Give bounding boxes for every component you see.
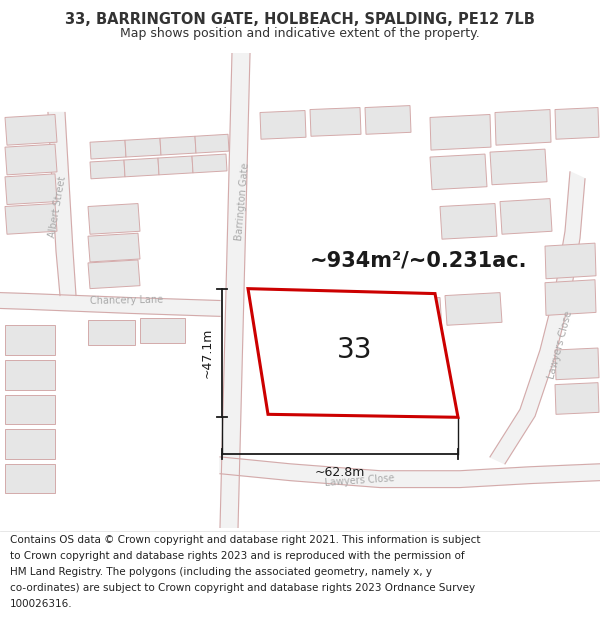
Text: 100026316.: 100026316. <box>10 599 72 609</box>
Text: Barrington Gate: Barrington Gate <box>233 162 250 241</box>
Polygon shape <box>248 289 458 418</box>
Polygon shape <box>5 360 55 389</box>
Polygon shape <box>160 136 196 155</box>
Polygon shape <box>5 464 55 494</box>
Polygon shape <box>195 134 229 153</box>
Polygon shape <box>140 318 185 343</box>
Text: Chancery Lane: Chancery Lane <box>90 295 163 306</box>
Polygon shape <box>490 172 585 464</box>
Text: ~62.8m: ~62.8m <box>315 466 365 479</box>
Polygon shape <box>5 174 57 204</box>
Polygon shape <box>5 429 55 459</box>
Polygon shape <box>365 106 411 134</box>
Polygon shape <box>545 243 596 279</box>
Polygon shape <box>5 204 57 234</box>
Text: Map shows position and indicative extent of the property.: Map shows position and indicative extent… <box>120 27 480 40</box>
Text: co-ordinates) are subject to Crown copyright and database rights 2023 Ordnance S: co-ordinates) are subject to Crown copyr… <box>10 583 475 593</box>
Polygon shape <box>555 107 599 139</box>
Polygon shape <box>430 154 487 190</box>
Text: ~47.1m: ~47.1m <box>201 328 214 378</box>
Polygon shape <box>124 158 159 177</box>
Polygon shape <box>220 457 600 488</box>
Polygon shape <box>310 378 366 409</box>
Polygon shape <box>48 112 76 296</box>
Polygon shape <box>260 111 306 139</box>
Polygon shape <box>5 394 55 424</box>
Text: Lawyers Close: Lawyers Close <box>325 473 395 488</box>
Text: 33: 33 <box>337 336 373 364</box>
Polygon shape <box>310 107 361 136</box>
Polygon shape <box>90 160 125 179</box>
Text: ~934m²/~0.231ac.: ~934m²/~0.231ac. <box>310 251 527 271</box>
Polygon shape <box>495 109 551 145</box>
Polygon shape <box>90 140 126 159</box>
Polygon shape <box>490 149 547 185</box>
Text: HM Land Registry. The polygons (including the associated geometry, namely x, y: HM Land Registry. The polygons (includin… <box>10 567 431 577</box>
Text: Lawyers Closе: Lawyers Closе <box>546 310 574 380</box>
Polygon shape <box>555 382 599 414</box>
Polygon shape <box>500 199 552 234</box>
Polygon shape <box>430 114 491 150</box>
Polygon shape <box>158 156 193 175</box>
Polygon shape <box>440 204 497 239</box>
Polygon shape <box>370 372 421 404</box>
Polygon shape <box>88 320 135 345</box>
Polygon shape <box>5 114 57 145</box>
Polygon shape <box>390 337 442 367</box>
Polygon shape <box>555 348 599 379</box>
Polygon shape <box>88 260 140 289</box>
Polygon shape <box>88 233 140 262</box>
Polygon shape <box>220 53 250 528</box>
Polygon shape <box>125 138 161 157</box>
Polygon shape <box>5 144 57 175</box>
Polygon shape <box>5 325 55 355</box>
Polygon shape <box>545 280 596 316</box>
Polygon shape <box>0 292 220 316</box>
Polygon shape <box>390 298 442 333</box>
Polygon shape <box>192 154 227 173</box>
Polygon shape <box>445 292 502 325</box>
Text: Albert Street: Albert Street <box>47 175 67 238</box>
Text: to Crown copyright and database rights 2023 and is reproduced with the permissio: to Crown copyright and database rights 2… <box>10 551 464 561</box>
Text: 33, BARRINGTON GATE, HOLBEACH, SPALDING, PE12 7LB: 33, BARRINGTON GATE, HOLBEACH, SPALDING,… <box>65 12 535 27</box>
Text: Contains OS data © Crown copyright and database right 2021. This information is : Contains OS data © Crown copyright and d… <box>10 535 480 545</box>
Polygon shape <box>88 204 140 234</box>
